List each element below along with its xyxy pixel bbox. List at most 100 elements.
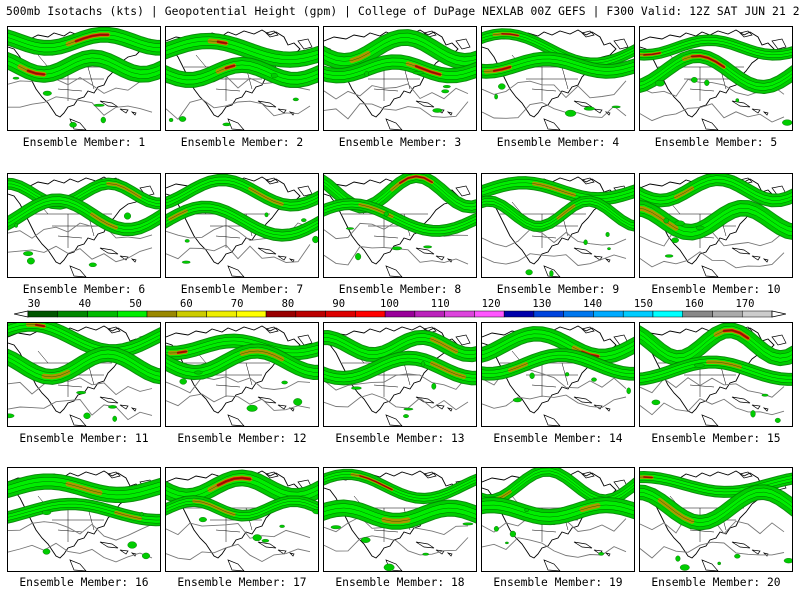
colorbar-tick-label: 170: [736, 298, 755, 310]
map-panel-14: [481, 322, 635, 427]
colorbar-swatch: [474, 310, 505, 318]
panel-label: Ensemble Member: 12: [177, 432, 307, 445]
colorbar-swatch: [741, 310, 773, 318]
jet-stream-map: [166, 174, 318, 277]
isotach-layer: [324, 468, 476, 571]
panel-label: Ensemble Member: 14: [493, 432, 623, 445]
jet-stream-map: [324, 468, 476, 571]
height-contour-layer: [8, 376, 153, 421]
map-panel-16: [7, 467, 161, 572]
colorbar-swatch: [117, 310, 148, 318]
colorbar-tick-label: 60: [180, 298, 193, 310]
isotach-layer: [640, 34, 792, 126]
height-contour-layer: [8, 222, 153, 263]
map-panel-9: [481, 173, 635, 278]
isotach-layer: [640, 470, 792, 571]
colorbar-tick-label: 50: [129, 298, 142, 310]
panel-label: Ensemble Member: 18: [335, 576, 465, 589]
jet-stream-map: [324, 29, 476, 130]
height-contour-layer: [166, 376, 311, 411]
colorbar-swatch: [593, 310, 624, 318]
jet-stream-map: [324, 325, 476, 426]
colorbar-swatch: [503, 310, 535, 318]
map-panel-15: [639, 322, 793, 427]
colorbar-tick-label: 160: [685, 298, 704, 310]
height-contour-layer: [324, 373, 469, 411]
isotach-layer: [166, 174, 318, 264]
map-panel-4: [481, 26, 635, 131]
isotach-layer: [166, 333, 318, 412]
jet-stream-map: [482, 468, 634, 571]
panel-label: Ensemble Member: 5: [654, 136, 778, 149]
panel-label: Ensemble Member: 17: [177, 576, 307, 589]
jet-stream-map: [482, 325, 634, 426]
panel-label: Ensemble Member: 19: [493, 576, 623, 589]
isotach-layer: [166, 32, 318, 127]
panel-label: Ensemble Member: 16: [19, 576, 149, 589]
map-panel-8: [323, 173, 477, 278]
colorbar-tick-label: 40: [78, 298, 91, 310]
colorbar-swatch: [295, 310, 326, 318]
isotach-layer: [324, 29, 476, 113]
panel-label: Ensemble Member: 4: [496, 136, 620, 149]
map-panel-10: [639, 173, 793, 278]
jet-stream-map: [482, 28, 634, 130]
height-contour-layer: [166, 522, 311, 563]
isotach-layer: [482, 176, 634, 277]
colorbar-swatch: [265, 310, 297, 318]
jet-stream-map: [482, 176, 634, 277]
isotach-layer: [8, 473, 160, 560]
map-panel-19: [481, 467, 635, 572]
isotach-layer: [640, 323, 792, 423]
map-panel-1: [7, 26, 161, 131]
height-contour-layer: [640, 227, 785, 269]
panel-label: Ensemble Member: 9: [496, 283, 620, 296]
colorbar-swatch: [87, 310, 118, 318]
colorbar-tick-label: 140: [583, 298, 602, 310]
colorbar-tick-label: 130: [532, 298, 551, 310]
colorbar-tick-label: 120: [482, 298, 501, 310]
colorbar-swatch: [236, 310, 267, 318]
colorbar-swatch: [206, 310, 237, 318]
isotach-layer: [8, 177, 160, 268]
colorbar-tick-label: 70: [231, 298, 244, 310]
colorbar-swatch: [712, 310, 743, 318]
colorbar-swatch: [355, 310, 386, 318]
isotach-layer: [8, 27, 160, 128]
colorbar-swatch: [682, 310, 713, 318]
panel-label: Ensemble Member: 2: [180, 136, 304, 149]
colorbar-swatch: [27, 310, 59, 318]
colorbar-swatch: [444, 310, 475, 318]
height-contour-layer: [8, 75, 153, 116]
colorbar-right-arrow: [771, 310, 786, 318]
panel-label: Ensemble Member: 15: [651, 432, 781, 445]
jet-stream-map: [324, 174, 476, 277]
colorbar-tick-label: 110: [431, 298, 450, 310]
colorbar-swatch: [176, 310, 207, 318]
map-panel-18: [323, 467, 477, 572]
isotach-layer: [482, 28, 634, 117]
colorbar-graphic: 30 40 50 60 70 80 90 100 110 120 130 140 150 160 170: [14, 298, 786, 318]
colorbar-swatch: [533, 310, 564, 318]
map-panel-11: [7, 322, 161, 427]
panel-label: Ensemble Member: 3: [338, 136, 462, 149]
map-panel-2: [165, 26, 319, 131]
isotach-layer: [324, 174, 476, 261]
jet-stream-map: [640, 174, 792, 277]
colorbar-swatch: [563, 310, 594, 318]
isotach-layer: [640, 174, 792, 258]
jet-stream-map: [166, 325, 318, 426]
colorbar-swatch: [146, 310, 178, 318]
colorbar-swatch: [325, 310, 356, 318]
jet-stream-map: [8, 323, 160, 426]
height-contour-layer: [482, 80, 627, 119]
page-title: 500mb Isotachs (kts) | Geopotential Heig…: [6, 5, 800, 18]
colorbar-tick-label: 30: [28, 298, 41, 310]
panel-label: Ensemble Member: 1: [22, 136, 146, 149]
map-panel-6: [7, 173, 161, 278]
isotach-layer: [8, 323, 160, 422]
map-panel-13: [323, 322, 477, 427]
panel-label: Ensemble Member: 13: [335, 432, 465, 445]
panel-label: Ensemble Member: 20: [651, 576, 781, 589]
wind-speed-colorbar: 30 40 50 60 70 80 90 100 110 120 130 140 150 160 170: [14, 297, 786, 321]
